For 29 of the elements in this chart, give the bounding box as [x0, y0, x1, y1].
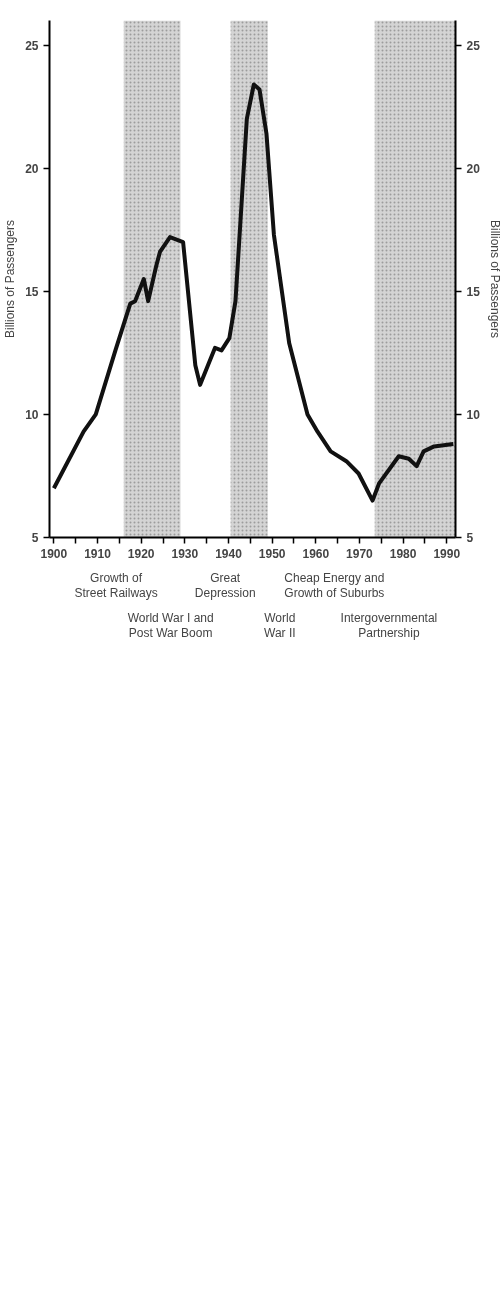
y2-tick-label: 10: [466, 407, 481, 422]
y2-tick-label: 20: [466, 161, 481, 176]
text: Growth of Street Railways: [74, 571, 158, 601]
text: World War II: [264, 610, 296, 640]
y-tick-label: 25: [25, 38, 39, 53]
text: Great Depression: [194, 571, 256, 601]
y-tick-label: 15: [25, 284, 39, 299]
x-tick-label: 1980: [389, 546, 417, 561]
x-tick-label: 1970: [346, 546, 374, 561]
x-tick-label: 1930: [171, 546, 199, 561]
y-tick-label: 5: [31, 531, 39, 545]
y2-tick-label: 5: [466, 531, 474, 545]
x-tick-label: 1990: [433, 546, 461, 561]
x-tick-label: 1910: [84, 546, 112, 561]
y2-tick-label: 15: [466, 284, 481, 299]
x-tick-label: 1940: [215, 546, 243, 561]
line-series: [51, 82, 456, 503]
y-tick-label: 20: [25, 161, 39, 176]
y-axis-title: Billions of Passengers: [3, 219, 18, 339]
text: Intergovernmental Partnership: [340, 610, 438, 640]
text: World War I and Post War Boom: [127, 610, 214, 640]
y2-tick-label: 25: [466, 38, 481, 53]
y2-axis-title: Billions of Passengers: [487, 219, 502, 339]
text: Cheap Energy and Growth of Suburbs: [284, 571, 385, 601]
x-tick-label: 1950: [258, 546, 286, 561]
y-tick-label: 10: [25, 407, 39, 422]
x-tick-label: 1960: [302, 546, 330, 561]
x-tick-label: 1900: [40, 546, 68, 561]
x-tick-label: 1920: [127, 546, 155, 561]
